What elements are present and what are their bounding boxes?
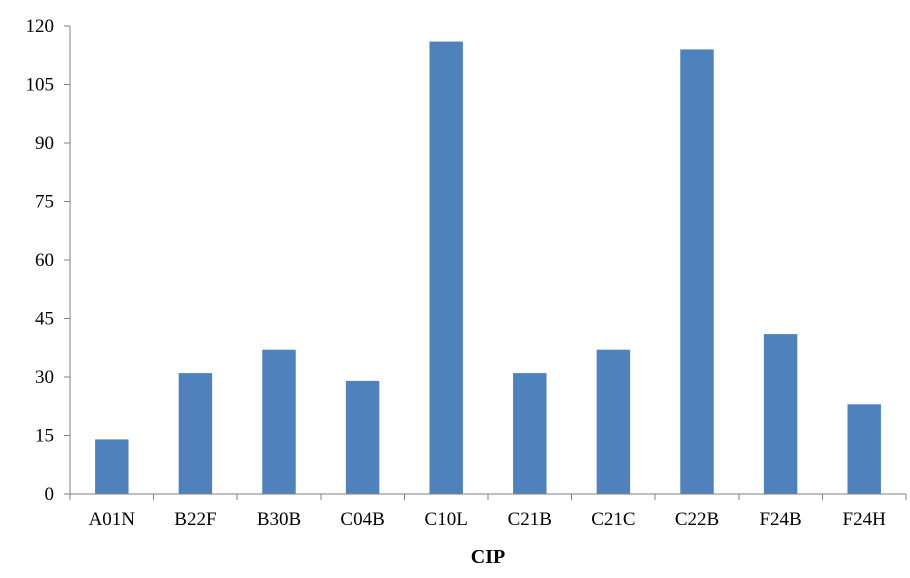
x-tick-label: B22F bbox=[174, 509, 216, 530]
x-tick-label: C10L bbox=[425, 509, 468, 530]
bars-group bbox=[95, 41, 881, 495]
bar-c10l bbox=[429, 41, 463, 494]
bar-c21c bbox=[596, 349, 631, 494]
bar-c21b bbox=[513, 373, 547, 494]
bar-b30b bbox=[262, 349, 296, 494]
y-axis: 0 15 30 45 60 75 90 105 120 bbox=[26, 16, 71, 505]
x-tick-label: C22B bbox=[675, 509, 719, 530]
x-axis-title: CIP bbox=[471, 546, 505, 568]
x-tick-label: C04B bbox=[340, 509, 384, 530]
x-tick-label: F24H bbox=[843, 509, 887, 530]
bar-a01n bbox=[95, 439, 129, 494]
x-tick-label: A01N bbox=[89, 509, 136, 530]
x-tick-label: F24B bbox=[759, 509, 801, 530]
bar-b22f bbox=[178, 373, 213, 494]
x-tick-label: C21B bbox=[508, 509, 552, 530]
y-tick-label: 0 bbox=[45, 484, 55, 505]
x-tick-label: C21C bbox=[591, 509, 635, 530]
y-tick-label: 15 bbox=[35, 426, 54, 447]
y-tick-label: 120 bbox=[26, 16, 55, 37]
bar-f24h bbox=[847, 404, 881, 494]
y-tick-label: 105 bbox=[26, 75, 55, 96]
y-tick-label: 30 bbox=[35, 367, 54, 388]
y-tick-label: 90 bbox=[35, 133, 54, 154]
bar-c04b bbox=[345, 380, 380, 494]
x-tick-label: B30B bbox=[257, 509, 301, 530]
x-axis: A01N B22F B30B C04B C10L C21B C21C C22B F24B F24H bbox=[69, 493, 907, 530]
y-tick-label: 45 bbox=[35, 309, 54, 330]
y-tick-label: 75 bbox=[35, 192, 54, 213]
bar-c22b bbox=[680, 49, 714, 495]
bar-f24b bbox=[763, 334, 798, 494]
y-tick-label: 60 bbox=[35, 250, 54, 271]
